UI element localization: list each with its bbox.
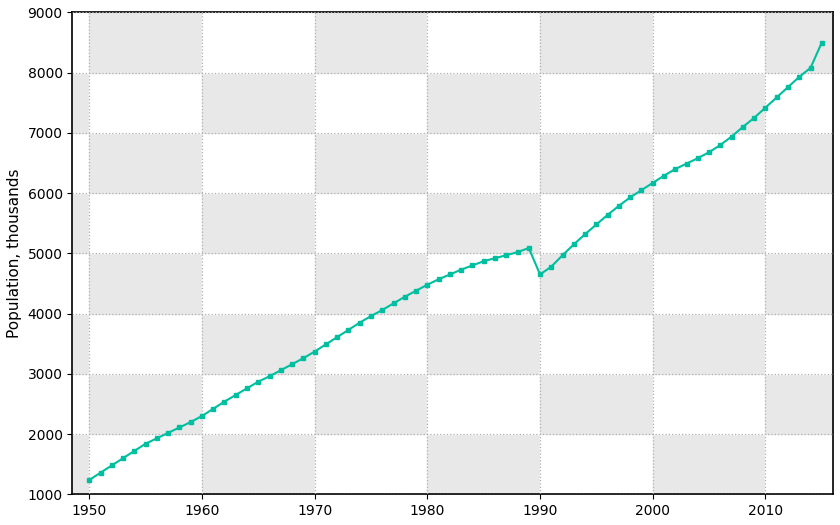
Y-axis label: Population, thousands: Population, thousands <box>7 169 22 338</box>
